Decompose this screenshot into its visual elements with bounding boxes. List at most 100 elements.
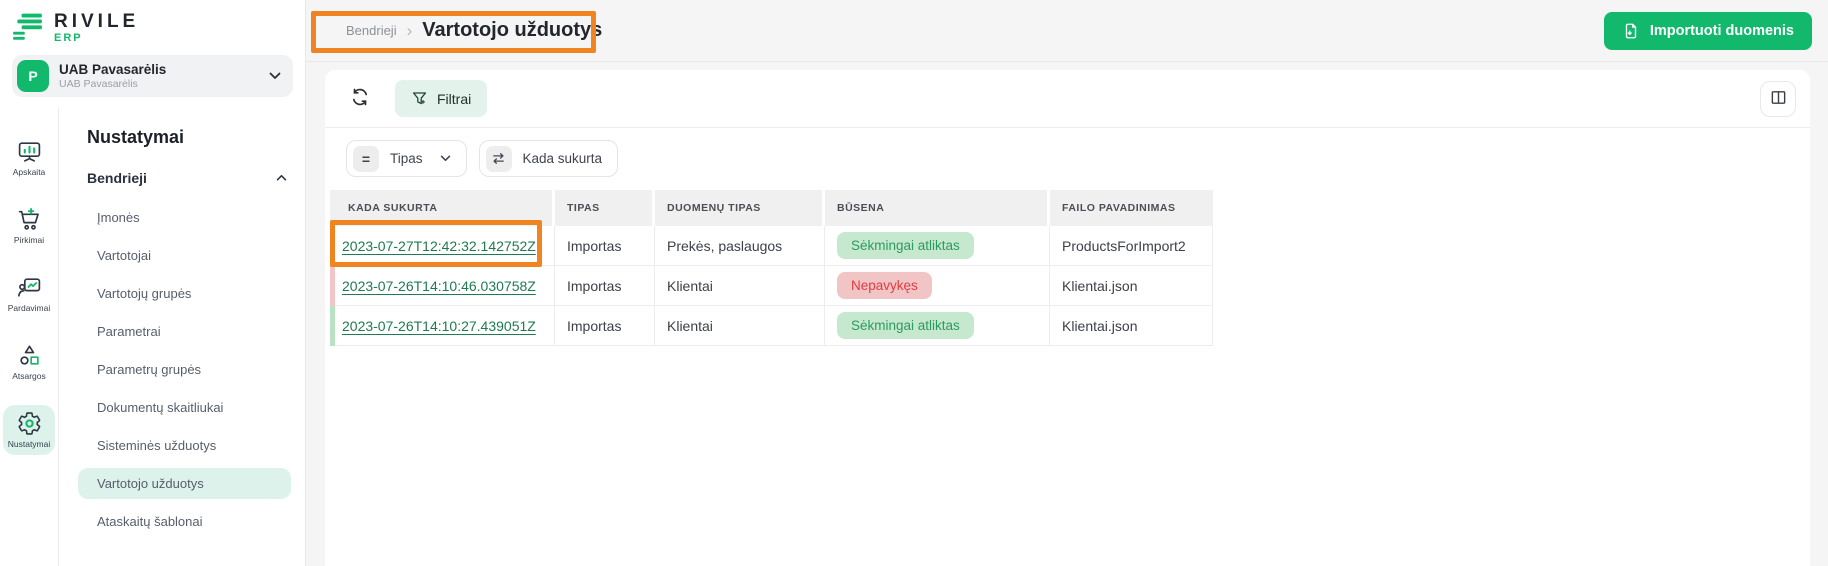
sidebar-item-dokument-skaitliukai[interactable]: Dokumentų skaitliukai (97, 399, 224, 415)
status-cell: Sėkmingai atliktas (825, 306, 1050, 345)
menu-section-bendrieji[interactable]: Bendrieji (78, 170, 291, 186)
created-link[interactable]: 2023-07-26T14:10:46.030758Z (342, 277, 536, 294)
created-cell: 2023-07-27T12:42:32.142752Z (330, 226, 555, 265)
rail-item-apskaita[interactable]: Apskaita (3, 133, 55, 183)
table-row: 2023-07-26T14:10:46.030758Z Importas Klien… (330, 266, 1213, 306)
chevron-down-icon (269, 72, 281, 80)
company-name: UAB Pavasarėlis (59, 62, 167, 78)
chart-board-icon (17, 139, 42, 164)
filter-chip-kada-sukurta[interactable]: Kada sukurta (478, 140, 619, 177)
status-badge: Sėkmingai atliktas (837, 312, 974, 339)
sidebar-item-ataskait-ablonai[interactable]: Ataskaitų šablonai (97, 513, 203, 529)
filter-chip-label: Kada sukurta (522, 151, 603, 166)
sidebar-item-vartotoj-grup-s[interactable]: Vartotojų grupės (97, 285, 192, 301)
row-status-strip (330, 226, 335, 266)
import-data-button[interactable]: Importuoti duomenis (1603, 11, 1812, 50)
columns-icon (1770, 89, 1787, 109)
settings-menu: Nustatymai Bendrieji Įmonės Vartotojai Var… (59, 107, 305, 566)
page-title: Vartotojo užduotys (422, 19, 603, 41)
data-type-cell: Klientai (655, 306, 825, 345)
filter-chips-row: = Tipas Kada sukurta (325, 128, 1810, 190)
type-cell: Importas (555, 226, 655, 265)
file-name-cell: Klientai.json (1050, 306, 1213, 345)
rail-item-label: Apskaita (12, 166, 46, 177)
rail-item-label: Atsargos (12, 370, 46, 381)
data-type-cell: Klientai (655, 266, 825, 305)
table-row: 2023-07-26T14:10:27.439051Z Importas Klien… (330, 306, 1213, 346)
column-header-failo-pavadinimas: FAILO PAVADINIMAS (1062, 202, 1176, 214)
column-header-b-sena: BŪSENA (825, 190, 1050, 226)
table-row: 2023-07-27T12:42:32.142752Z Importas Prekė… (330, 226, 1213, 266)
breadcrumb-parent[interactable]: Bendrieji (346, 23, 397, 38)
breadcrumb: Bendrieji › Vartotojo užduotys (322, 19, 602, 42)
sidebar-item-parametr-grup-s[interactable]: Parametrų grupės (97, 361, 202, 377)
menu-heading: Nustatymai (87, 126, 185, 147)
swap-arrows-icon (485, 145, 512, 172)
type-cell: Importas (555, 306, 655, 345)
created-link[interactable]: 2023-07-27T12:42:32.142752Z (342, 237, 536, 254)
filter-chip-label: Tipas (390, 151, 423, 166)
shapes-icon (17, 343, 42, 368)
table-body: 2023-07-27T12:42:32.142752Z Importas Prekė… (330, 226, 1213, 346)
rail-item-pirkimai[interactable]: Pirkimai (3, 201, 55, 251)
row-status-strip (330, 306, 335, 346)
status-cell: Nepavykęs (825, 266, 1050, 305)
gear-icon (17, 411, 42, 436)
rail-item-label: Pardavimai (7, 302, 51, 313)
sidebar-item-parametrai[interactable]: Parametrai (97, 323, 161, 339)
status-badge: Sėkmingai atliktas (837, 232, 974, 259)
menu-section-label: Bendrieji (87, 169, 147, 186)
content: Filtrai = Tipas Kada sukurta KADA SUKURTA T… (306, 62, 1828, 566)
filters-button-label: Filtrai (437, 90, 472, 107)
status-cell: Sėkmingai atliktas (825, 226, 1050, 265)
created-cell: 2023-07-26T14:10:27.439051Z (330, 306, 555, 345)
file-name-cell: Klientai.json (1050, 266, 1213, 305)
type-cell: Importas (555, 266, 655, 305)
sidebar-item-vartotojai[interactable]: Vartotojai (97, 247, 151, 263)
tasks-card: Filtrai = Tipas Kada sukurta KADA SUKURTA T… (325, 70, 1810, 566)
import-button-label: Importuoti duomenis (1649, 22, 1794, 39)
topbar: Bendrieji › Vartotojo užduotys Importuot… (306, 0, 1828, 62)
filter-funnel-icon (411, 90, 428, 107)
sales-chart-icon (17, 275, 42, 300)
sidebar-item-mon-s[interactable]: Įmonės (97, 209, 140, 225)
card-toolbar: Filtrai (325, 70, 1810, 128)
rail-item-label: Nustatymai (7, 438, 51, 449)
logo: RIVILE ERP (0, 0, 305, 44)
columns-toggle-button[interactable] (1760, 80, 1796, 117)
status-badge: Nepavykęs (837, 272, 932, 299)
rivile-logo-icon (12, 12, 44, 42)
file-import-icon (1622, 22, 1640, 40)
brand-product: ERP (54, 31, 83, 44)
column-header-duomen-tipas: DUOMENŲ TIPAS (655, 190, 825, 226)
data-type-cell: Prekės, paslaugos (655, 226, 825, 265)
user-tasks-table: KADA SUKURTA TIPAS DUOMENŲ TIPAS BŪSENA FAIL… (330, 190, 1213, 346)
filter-chip-tipas[interactable]: = Tipas (346, 140, 467, 177)
created-cell: 2023-07-26T14:10:46.030758Z (330, 266, 555, 305)
rail-item-nustatymai[interactable]: Nustatymai (3, 404, 55, 455)
equals-icon: = (353, 145, 379, 172)
row-status-strip (330, 266, 335, 306)
file-name-cell: ProductsForImport2 (1050, 226, 1213, 265)
chevron-right-icon: › (406, 21, 413, 40)
menu-items: Įmonės Vartotojai Vartotojų grupės Parametr… (78, 202, 291, 537)
rail-item-pardavimai[interactable]: Pardavimai (3, 269, 55, 319)
sidebar-item-sistemin-s-u-duotys[interactable]: Sisteminės užduotys (97, 437, 217, 453)
chevron-down-icon (440, 155, 451, 162)
column-header-tipas: TIPAS (555, 190, 655, 226)
created-link[interactable]: 2023-07-26T14:10:27.439051Z (342, 317, 536, 334)
refresh-button[interactable] (343, 82, 377, 116)
column-header-kada-sukurta: KADA SUKURTA (330, 190, 555, 226)
refresh-icon (350, 87, 370, 110)
chevron-up-icon (276, 174, 287, 181)
rail-item-atsargos[interactable]: Atsargos (3, 337, 55, 387)
company-subtitle: UAB Pavasarėlis (59, 77, 138, 90)
sidebar-item-vartotojo-u-duotys[interactable]: Vartotojo užduotys (78, 467, 291, 499)
module-rail: Apskaita Pirkimai Pardavimai Atsargos Nustat… (0, 106, 59, 566)
filters-button[interactable]: Filtrai (395, 80, 488, 117)
table-header: KADA SUKURTA TIPAS DUOMENŲ TIPAS BŪSENA FAIL… (330, 190, 1213, 226)
rail-item-label: Pirkimai (13, 234, 45, 245)
main-area: Bendrieji › Vartotojo užduotys Importuot… (306, 0, 1828, 566)
company-selector[interactable]: P UAB Pavasarėlis UAB Pavasarėlis (12, 54, 293, 97)
